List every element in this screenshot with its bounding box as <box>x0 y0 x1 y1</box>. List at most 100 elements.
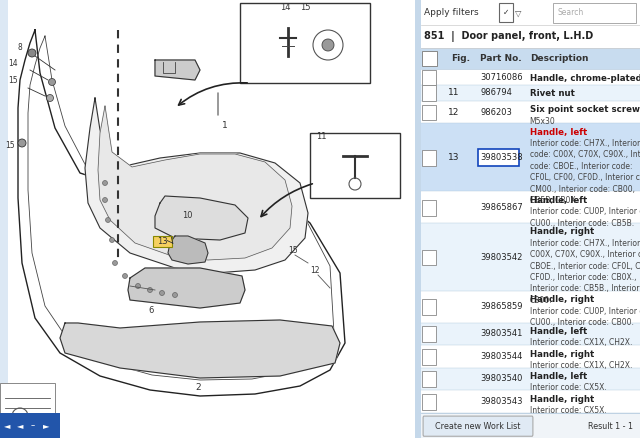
Text: 39803538: 39803538 <box>480 153 523 162</box>
Text: Interior code: CH7X., Interior code:: Interior code: CH7X., Interior code: <box>530 239 640 248</box>
Bar <box>0 383 55 438</box>
Text: 39803544: 39803544 <box>480 352 523 361</box>
Polygon shape <box>98 106 292 260</box>
Text: Handle, right: Handle, right <box>530 395 594 403</box>
Circle shape <box>173 293 177 297</box>
Text: 14: 14 <box>280 3 291 12</box>
Circle shape <box>102 180 108 186</box>
Text: 851  |  Door panel, front, L.H.D: 851 | Door panel, front, L.H.D <box>424 31 593 42</box>
Text: 30716086: 30716086 <box>480 73 523 81</box>
FancyBboxPatch shape <box>422 85 436 101</box>
Text: 11: 11 <box>316 132 326 141</box>
Text: C00X, C70X, C90X., Interior code:: C00X, C70X, C90X., Interior code: <box>530 250 640 259</box>
Bar <box>420 291 640 323</box>
Text: 15: 15 <box>5 141 15 150</box>
Polygon shape <box>85 98 308 273</box>
Bar <box>420 48 640 69</box>
FancyBboxPatch shape <box>422 150 436 166</box>
Text: Handle, right: Handle, right <box>530 296 594 304</box>
Bar <box>0 0 8 413</box>
FancyBboxPatch shape <box>422 250 436 265</box>
Text: 12: 12 <box>310 266 319 275</box>
Text: Handle, left: Handle, left <box>530 127 587 137</box>
FancyBboxPatch shape <box>422 326 436 342</box>
Text: Rivet nut: Rivet nut <box>530 89 575 99</box>
FancyBboxPatch shape <box>478 148 518 166</box>
Text: CM00., Interior code: CB00,: CM00., Interior code: CB00, <box>530 184 635 194</box>
Text: ▽: ▽ <box>515 8 522 17</box>
Text: Interior code: CX5X.: Interior code: CX5X. <box>530 383 607 392</box>
Bar <box>0 413 60 438</box>
Polygon shape <box>155 60 200 80</box>
Text: –: – <box>31 421 35 431</box>
Text: Interior code: CU0P, Interior code:: Interior code: CU0P, Interior code: <box>530 307 640 316</box>
FancyBboxPatch shape <box>422 394 436 410</box>
Text: 986203: 986203 <box>480 108 512 117</box>
Text: 986794: 986794 <box>480 88 512 97</box>
Text: Interior code: CX1X, CH2X.: Interior code: CX1X, CH2X. <box>530 361 632 370</box>
Text: code: CBOE., Interior code:: code: CBOE., Interior code: <box>530 162 632 171</box>
FancyBboxPatch shape <box>554 3 636 23</box>
Bar <box>420 413 640 438</box>
FancyBboxPatch shape <box>422 300 436 315</box>
Text: Search: Search <box>558 8 584 17</box>
Text: 39803543: 39803543 <box>480 397 523 406</box>
FancyBboxPatch shape <box>422 105 436 120</box>
Text: ►: ► <box>43 421 49 431</box>
Text: Handle, right: Handle, right <box>530 350 594 359</box>
Text: Interior code: CH7X., Interior: Interior code: CH7X., Interior <box>530 139 640 148</box>
Circle shape <box>49 78 56 85</box>
Polygon shape <box>155 196 248 240</box>
Circle shape <box>102 198 108 202</box>
Text: Fig.: Fig. <box>451 54 470 63</box>
Text: M5x30: M5x30 <box>530 117 556 126</box>
Text: CBOE., Interior code: CF0L, CF00,: CBOE., Interior code: CF0L, CF00, <box>530 261 640 271</box>
Text: Handle, right: Handle, right <box>530 227 594 237</box>
FancyBboxPatch shape <box>422 51 436 66</box>
Text: 39865859: 39865859 <box>480 302 523 311</box>
FancyBboxPatch shape <box>422 349 436 365</box>
Text: 12: 12 <box>447 108 459 117</box>
Bar <box>420 323 640 345</box>
Circle shape <box>106 218 111 223</box>
Text: Interior code: CU0P, Interior code:: Interior code: CU0P, Interior code: <box>530 207 640 216</box>
Circle shape <box>136 283 141 289</box>
Text: 15: 15 <box>8 76 18 85</box>
Text: CU00., Interior code: CB5B.: CU00., Interior code: CB5B. <box>530 219 634 228</box>
Text: Part No.: Part No. <box>480 54 522 63</box>
Text: Interior code: CB5B., Interior code:: Interior code: CB5B., Interior code: <box>530 284 640 293</box>
Bar <box>420 85 640 101</box>
Bar <box>420 123 640 191</box>
Bar <box>420 0 640 25</box>
Bar <box>420 345 640 367</box>
Text: 6: 6 <box>148 306 154 315</box>
Text: 1: 1 <box>222 121 228 130</box>
Bar <box>420 223 640 291</box>
Circle shape <box>159 290 164 296</box>
Text: 10: 10 <box>182 211 193 220</box>
Bar <box>240 3 370 83</box>
Text: CB00.: CB00. <box>530 296 552 305</box>
Text: code: C00X, C70X, C90X., Interior: code: C00X, C70X, C90X., Interior <box>530 150 640 159</box>
Bar <box>420 390 640 413</box>
Text: Handle, left: Handle, left <box>530 372 587 381</box>
FancyBboxPatch shape <box>423 416 533 436</box>
Polygon shape <box>128 268 245 308</box>
Text: ✓: ✓ <box>503 8 509 17</box>
Circle shape <box>18 139 26 147</box>
Text: CU00., Interior code: CB00.: CU00., Interior code: CB00. <box>530 318 634 327</box>
Text: 8: 8 <box>18 43 23 52</box>
Text: 15: 15 <box>300 3 310 12</box>
Bar <box>310 133 400 198</box>
Circle shape <box>147 287 152 293</box>
Text: Interior code: CX5X.: Interior code: CX5X. <box>530 406 607 415</box>
Text: Six point socket screw: Six point socket screw <box>530 105 640 114</box>
Text: Handle, left: Handle, left <box>530 196 587 205</box>
Text: Handle, left: Handle, left <box>530 327 587 336</box>
Circle shape <box>47 95 54 102</box>
Circle shape <box>113 261 118 265</box>
Text: 14: 14 <box>8 59 18 68</box>
Circle shape <box>28 49 36 57</box>
Bar <box>420 367 640 390</box>
Circle shape <box>109 237 115 243</box>
